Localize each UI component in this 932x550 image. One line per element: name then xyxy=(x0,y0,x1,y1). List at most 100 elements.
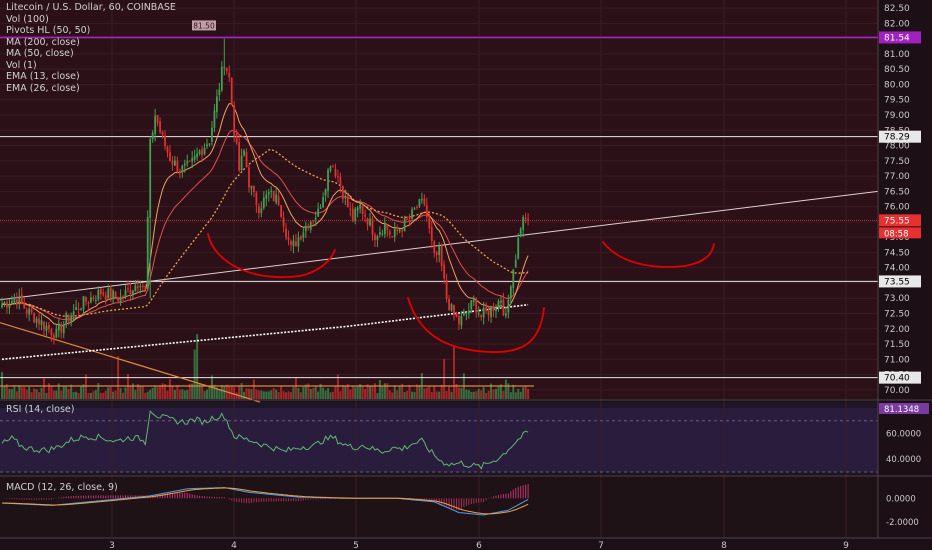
candle-body xyxy=(6,302,8,308)
time-axis[interactable]: 3 4 5 6 7 8 9 xyxy=(0,537,932,550)
volume-bar xyxy=(159,385,162,399)
macd-pane[interactable] xyxy=(0,477,878,538)
ema-26-line xyxy=(1,129,529,321)
candle-body xyxy=(349,208,352,210)
volume-bar xyxy=(151,387,154,399)
volume-bar xyxy=(433,385,436,399)
volume-bar xyxy=(62,385,65,399)
candle-body xyxy=(421,199,423,201)
volume-bar xyxy=(455,383,458,399)
volume-bar xyxy=(522,387,525,399)
candle-body xyxy=(151,132,154,139)
volume-bar xyxy=(282,391,285,399)
candle-body xyxy=(327,169,329,191)
volume-bar xyxy=(450,391,453,399)
candle-body xyxy=(13,299,16,303)
candle-body xyxy=(312,220,315,222)
volume-bar xyxy=(351,386,354,399)
chart-title[interactable]: Litecoin / U.S. Dollar, 60, COINBASE xyxy=(6,2,176,13)
candle-body xyxy=(398,229,401,232)
volume-bar xyxy=(277,391,280,399)
candle-body xyxy=(267,192,270,195)
indicator-vol-100[interactable]: Vol (100) xyxy=(6,13,49,25)
volume-bar xyxy=(467,390,470,399)
volume-bar xyxy=(188,383,191,399)
volume-bar xyxy=(356,385,359,399)
candle-body xyxy=(302,232,305,238)
volume-bar xyxy=(361,385,364,399)
candles: 81.50 xyxy=(1,20,530,345)
volume-bar xyxy=(267,391,270,399)
candle-body xyxy=(50,329,53,336)
candle-body xyxy=(430,227,433,241)
volume-bar xyxy=(317,391,320,399)
volume-bar xyxy=(178,389,181,399)
volume-bar xyxy=(287,391,290,399)
indicator-ma-50[interactable]: MA (50, close) xyxy=(6,48,74,59)
volume-bar xyxy=(386,383,389,399)
candle-body xyxy=(223,66,226,68)
candle-body xyxy=(272,190,275,202)
volume-bar xyxy=(134,389,137,399)
volume-bar xyxy=(504,379,507,399)
candle-body xyxy=(428,218,431,229)
macd-tick-label: -2.0000 xyxy=(886,518,919,528)
descending-line xyxy=(0,322,261,403)
ma-50-line xyxy=(1,148,529,317)
volume-bar xyxy=(359,383,362,399)
candle-body xyxy=(15,299,18,305)
indicator-pivots[interactable]: Pivots HL (50, 50) xyxy=(6,25,91,36)
candle-body xyxy=(45,325,48,332)
candle-body xyxy=(497,300,500,309)
volume-bar xyxy=(92,391,95,399)
volume-bar xyxy=(203,390,206,399)
candle-body xyxy=(245,152,248,168)
time-tick-label: 6 xyxy=(476,541,482,550)
indicator-vol-1[interactable]: Vol (1) xyxy=(6,59,37,71)
price-tick-label: 82.50 xyxy=(884,4,910,14)
candle-body xyxy=(438,245,441,256)
candle-body xyxy=(48,325,50,329)
candle-body xyxy=(30,308,33,313)
price-tick-label: 71.00 xyxy=(884,355,910,365)
volume-bar xyxy=(475,391,478,399)
grid xyxy=(0,0,878,538)
volume-bar xyxy=(297,387,300,399)
candle-body xyxy=(507,299,510,313)
indicator-ma-200[interactable]: MA (200, close) xyxy=(6,36,80,48)
volume-bar xyxy=(336,374,339,399)
price-tick-label: 71.50 xyxy=(884,340,910,350)
time-axis-bg xyxy=(0,538,932,550)
volume-bar xyxy=(265,391,268,399)
volume-bar xyxy=(509,392,512,399)
price-pane[interactable] xyxy=(0,0,878,399)
volume-bar xyxy=(13,385,16,399)
candle-body xyxy=(455,312,458,317)
volume-bar xyxy=(512,384,515,399)
candle-body xyxy=(70,315,73,323)
indicator-ema-26[interactable]: EMA (26, close) xyxy=(6,82,80,94)
volume-bar xyxy=(354,387,357,399)
price-tick-label: 74.00 xyxy=(884,264,910,274)
candle-body xyxy=(99,288,102,295)
volume-bar xyxy=(344,385,347,399)
candle-body xyxy=(257,206,260,214)
candle-body xyxy=(460,316,463,326)
volume-bar xyxy=(378,380,381,399)
candle-body xyxy=(354,208,357,221)
volume-bar xyxy=(453,346,456,399)
candle-body xyxy=(265,194,268,199)
candle-body xyxy=(270,190,273,192)
candle-body xyxy=(141,285,144,288)
rsi-label[interactable]: RSI (14, close) xyxy=(6,404,75,415)
volume-bar xyxy=(183,390,186,399)
drawing-curve-0 xyxy=(207,233,336,278)
volume-bar xyxy=(45,392,48,399)
candle-body xyxy=(10,301,13,304)
macd-label[interactable]: MACD (12, 26, close, 9) xyxy=(6,482,118,493)
volume-bar xyxy=(47,383,50,399)
indicator-ema-13[interactable]: EMA (13, close) xyxy=(6,71,80,82)
countdown-box xyxy=(879,227,921,239)
